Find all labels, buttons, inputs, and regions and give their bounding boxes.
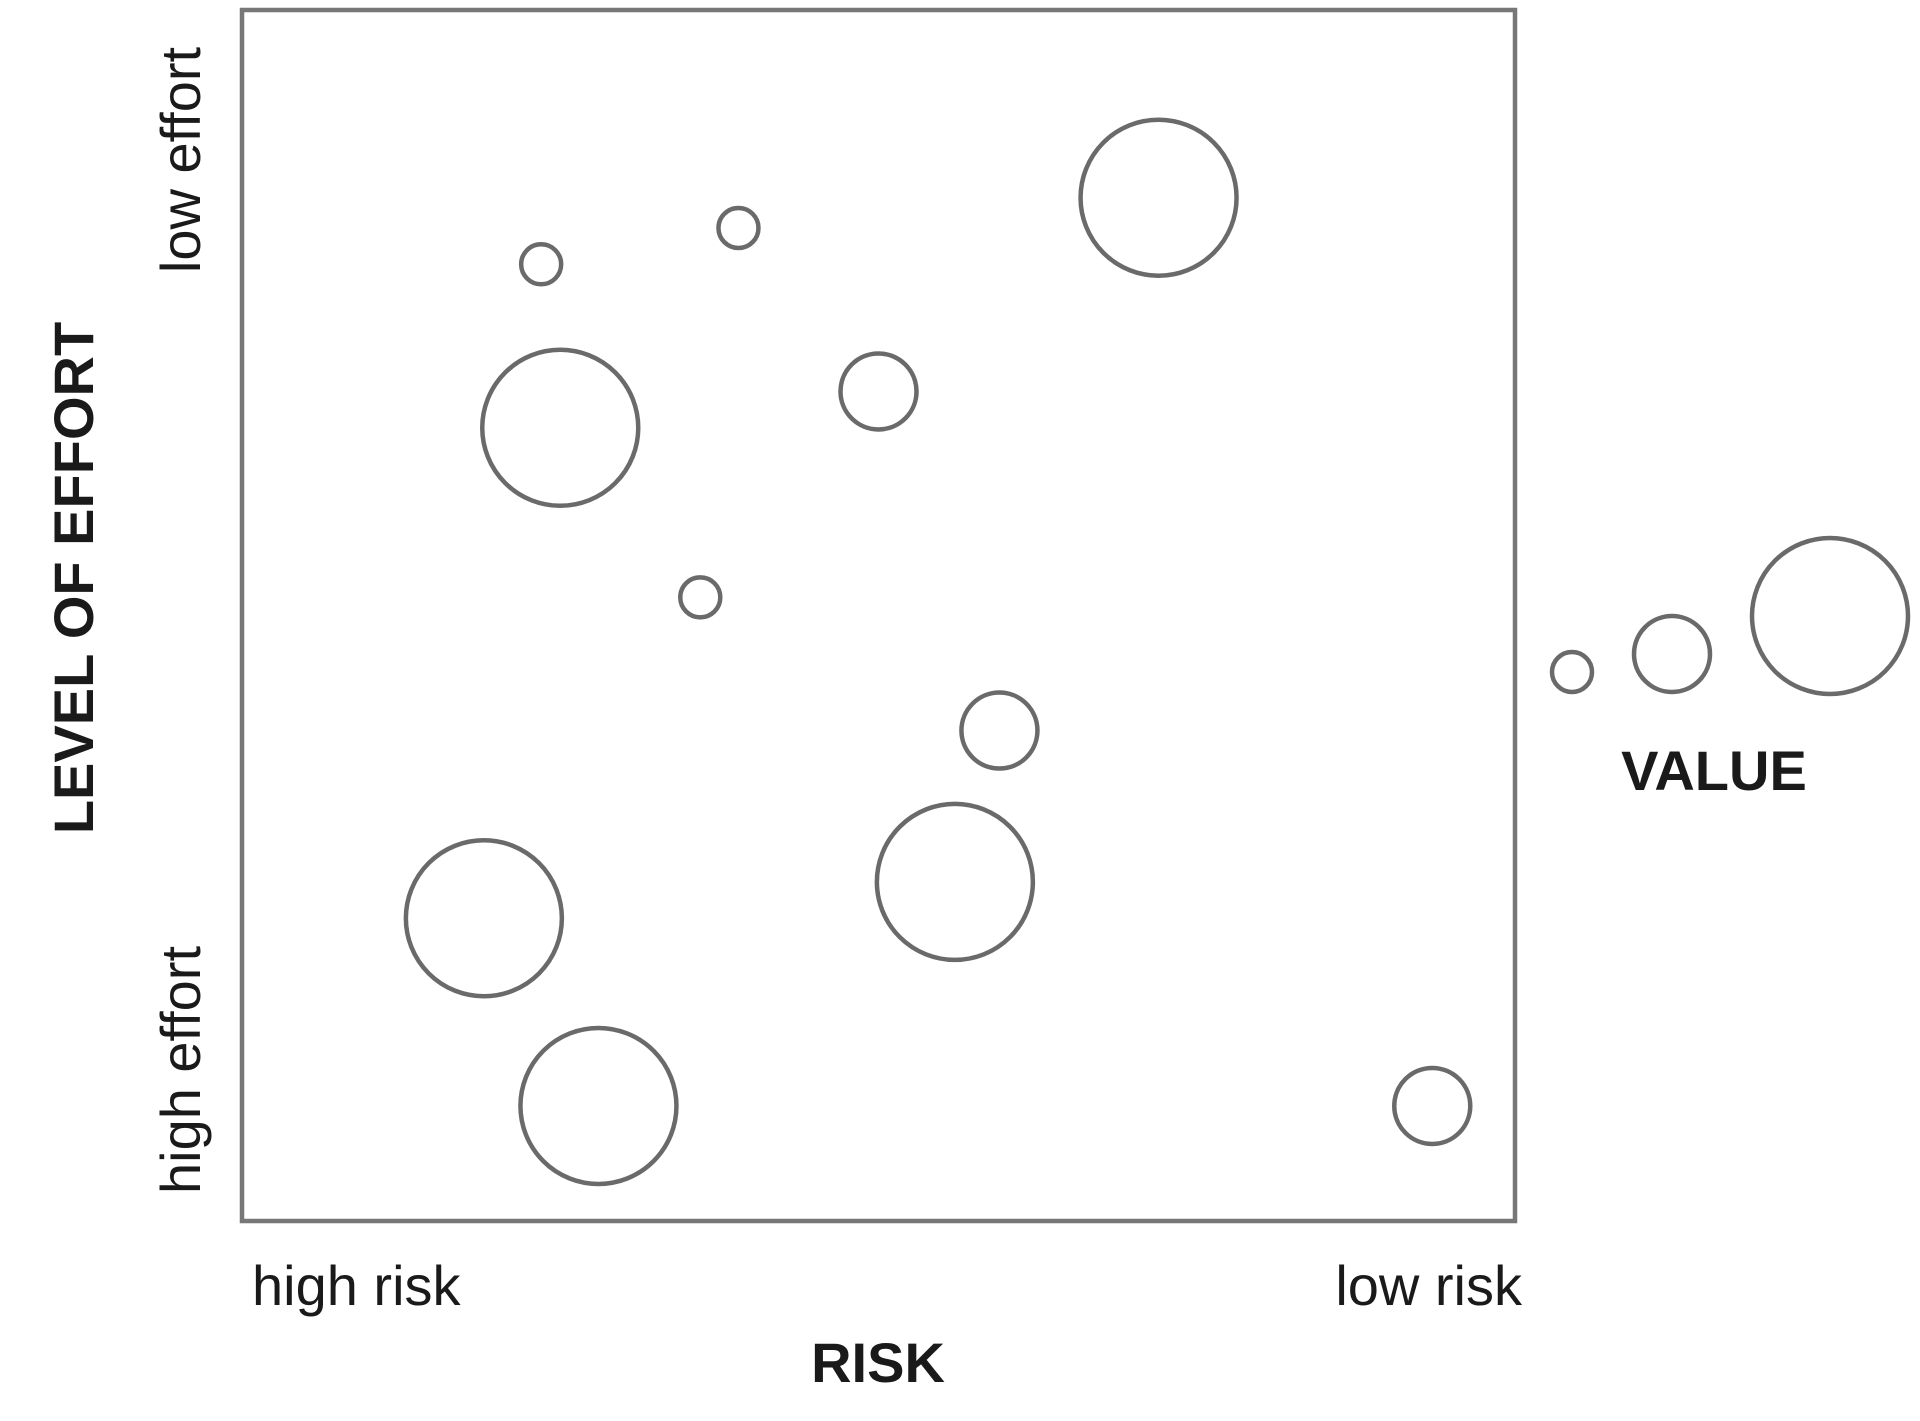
bubble-point-5 xyxy=(838,351,919,432)
bubble-point-2 xyxy=(716,205,761,251)
x-tick-label-left: high risk xyxy=(252,1254,462,1317)
bubble-point-1 xyxy=(518,242,564,287)
bubble-point-9 xyxy=(403,838,565,999)
y-tick-label-top: low effort xyxy=(149,46,212,273)
plot-frame xyxy=(239,7,1518,1224)
bubble-point-7 xyxy=(959,690,1040,771)
size-legend-label: VALUE xyxy=(1621,739,1807,802)
points-layer xyxy=(403,117,1473,1187)
bubble-point-3 xyxy=(1078,117,1239,278)
legend-bubble-small xyxy=(1549,649,1595,695)
legend-bubble-medium xyxy=(1631,613,1713,695)
bubble-point-8 xyxy=(874,801,1036,963)
legend-bubble-large xyxy=(1749,535,1911,697)
bubble-point-11 xyxy=(1392,1065,1473,1147)
x-tick-label-right: low risk xyxy=(1335,1254,1523,1317)
x-axis-title: RISK xyxy=(811,1331,945,1394)
y-tick-label-bottom: high effort xyxy=(149,946,212,1194)
bubble-point-10 xyxy=(518,1025,679,1187)
bubble-point-6 xyxy=(678,575,723,620)
y-axis-title: LEVEL OF EFFORT xyxy=(42,322,105,834)
value-legend xyxy=(1549,535,1911,697)
bubble-point-4 xyxy=(480,347,641,509)
